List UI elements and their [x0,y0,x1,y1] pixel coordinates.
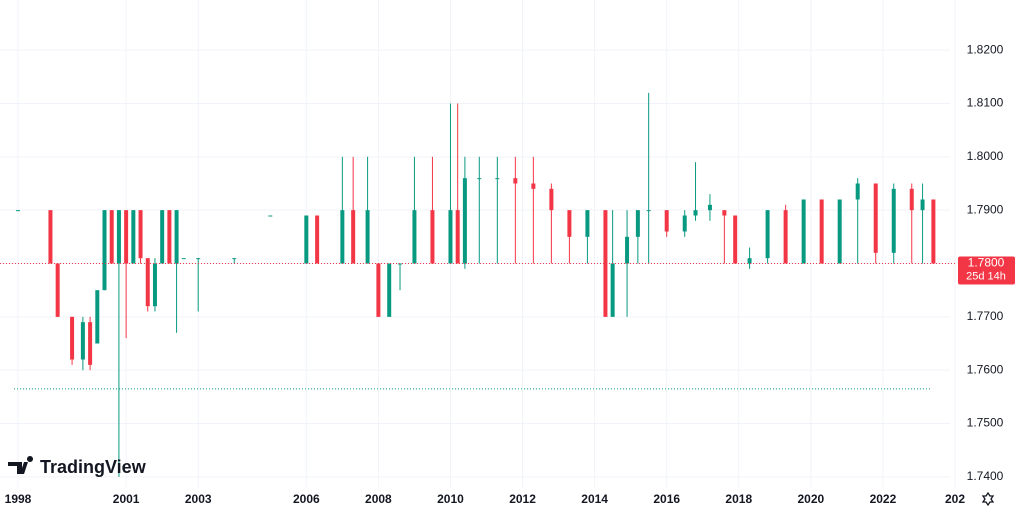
candle-body [315,215,320,264]
candle-body [80,322,85,360]
candle-body [351,210,356,264]
candle-body [635,210,640,237]
candle-body [232,258,237,260]
candle-body [722,210,727,216]
candle-body [304,215,309,264]
y-tick-label: 1.7600 [967,362,1004,376]
candle-body [513,178,518,184]
candle-body [693,210,698,216]
candle-body [376,263,381,317]
candle-body [116,210,121,264]
y-tick-label: 1.7700 [967,309,1004,323]
x-tick-label: 2003 [185,492,212,506]
candle-body [567,210,572,237]
candle-body [646,210,651,212]
candle-body [495,178,500,180]
candle-body [102,210,107,291]
candle-body [160,210,165,264]
candle-body [152,263,157,307]
candle-body [477,178,482,180]
x-tick-label: 2008 [365,492,392,506]
candle-body [88,322,93,365]
plot: 1.7400 1.7500 1.7600 1.7700 1.7800 1.7900 1.80… [0,0,1015,506]
candle-body [412,210,417,264]
candle-body [145,258,150,307]
logo-icon [8,455,34,474]
candle-body [181,258,186,260]
x-tick-label: 2012 [509,492,536,506]
y-tick-label: 1.8200 [967,42,1004,56]
x-tick-label: 2016 [653,492,680,506]
y-tick-label: 1.8100 [967,96,1004,110]
candle-body [610,263,615,317]
logo: TradingView [8,455,147,477]
candle-body [747,258,752,264]
price-label-box [958,256,1015,285]
candle-body [920,199,925,211]
candle-body [819,199,824,264]
candle-body [95,290,100,344]
candle-body [531,183,536,189]
candle-body [340,210,345,264]
candle-body [549,188,554,211]
y-tick-label: 1.8000 [967,149,1004,163]
candle-body [16,210,21,212]
candle-body [765,210,770,259]
candle-body [70,316,75,360]
candle-body [909,188,914,211]
candle-body [167,210,172,264]
x-tick-label: 2001 [113,492,140,506]
candle-body [855,183,860,200]
candle-body [455,210,460,264]
candle-body [131,210,136,264]
settings-icon[interactable] [981,491,995,507]
candle-body [387,263,392,317]
candle-body [138,210,143,259]
x-tick-label: 1998 [5,492,32,506]
candle-body [873,183,878,253]
candle-body [430,210,435,264]
x-tick-label: 2014 [581,492,608,506]
y-tick-label: 1.7500 [967,416,1004,430]
candle-body [448,210,453,264]
candle-body [398,263,403,265]
candle-body [462,178,467,264]
countdown: 25d 14h [966,270,1006,282]
x-tick-label: 2006 [293,492,320,506]
x-tick-label: 202 [945,492,965,506]
candle-body [603,210,608,317]
candle-body [268,215,273,217]
candle-body [48,210,53,264]
candle-body [664,210,669,232]
candle-body [625,236,630,264]
candle-body [109,210,114,264]
candle-body [801,199,806,264]
x-tick-label: 2020 [797,492,824,506]
candle-body [174,210,179,264]
x-tick-label: 2018 [725,492,752,506]
candle-body [55,263,60,317]
candle-body [365,210,370,264]
candle-body [682,215,687,232]
candle-body [124,210,129,264]
candle-body [733,215,738,264]
logo-text: TradingView [40,457,147,477]
x-tick-label: 2022 [870,492,897,506]
y-tick-label: 1.7400 [967,469,1004,483]
candle-body [196,258,201,260]
candle-body [931,199,936,264]
candle-body [585,210,590,237]
candle-body [837,199,842,264]
price-label: 1.7800 [968,256,1005,270]
candle-body [783,210,788,264]
candle-body [891,188,896,253]
y-tick-label: 1.7900 [967,202,1004,216]
x-tick-label: 2010 [437,492,464,506]
candle-body [707,204,712,211]
